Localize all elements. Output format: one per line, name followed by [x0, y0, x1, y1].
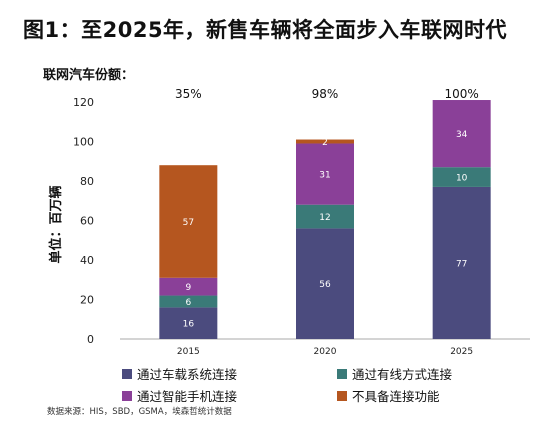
- bar-segment-tethered-2020: [296, 204, 354, 229]
- data-label-embedded-2015: 16: [183, 320, 195, 330]
- data-label-smartphone-2020: 31: [319, 171, 330, 181]
- legend-label-tethered: 通过有线方式连接: [352, 367, 453, 382]
- share-annotation: 100%: [445, 87, 479, 101]
- y-tick-label: 120: [73, 96, 94, 109]
- share-annotation: 35%: [175, 87, 202, 101]
- data-label-smartphone-2015: 9: [185, 283, 191, 293]
- legend-swatch-embedded: [122, 368, 132, 379]
- data-label-embedded-2020: 56: [319, 280, 331, 290]
- chart-title: 图1：至2025年，新售车辆将全面步入车联网时代: [23, 18, 508, 42]
- bar-segment-none-2020: [296, 139, 354, 144]
- bar-segment-tethered-2015: [159, 295, 218, 308]
- x-tick-label: 2015: [177, 347, 200, 357]
- legend-item-none: 不具备连接功能: [337, 386, 440, 405]
- data-label-smartphone-2025: 34: [456, 130, 468, 140]
- chart-subtitle: 联网汽车份额：: [43, 68, 135, 83]
- legend-label-embedded: 通过车载系统连接: [137, 367, 238, 382]
- bar-segment-smartphone-2025: [432, 100, 491, 168]
- legend-label-smartphone: 通过智能手机连接: [137, 389, 238, 404]
- legend-swatch-tethered: [337, 368, 347, 379]
- y-axis-label: 单位：百万辆: [48, 185, 64, 263]
- y-tick-label: 100: [73, 136, 94, 149]
- source-note: 数据来源：HIS，SBD，GSMA，埃森哲统计数据: [47, 407, 232, 417]
- data-label-tethered-2025: 10: [456, 174, 468, 184]
- y-tick-label: 80: [80, 175, 94, 188]
- y-tick-label: 40: [80, 254, 94, 267]
- legend-label-none: 不具备连接功能: [352, 389, 440, 404]
- share-annotation: 98%: [312, 87, 339, 101]
- legend-swatch-none: [337, 390, 347, 401]
- data-label-embedded-2025: 77: [456, 259, 467, 269]
- data-label-none-2015: 57: [183, 218, 194, 228]
- legend-item-tethered: 通过有线方式连接: [337, 364, 452, 383]
- x-tick-label: 2020: [314, 347, 337, 357]
- y-tick-label: 0: [87, 333, 94, 346]
- data-label-tethered-2015: 6: [185, 298, 191, 308]
- bar-segment-embedded-2020: [296, 228, 354, 339]
- bar-segment-smartphone-2015: [159, 277, 218, 296]
- x-tick-label: 2025: [450, 347, 473, 357]
- bar-segment-tethered-2025: [432, 167, 491, 187]
- bar-segment-embedded-2015: [159, 307, 218, 339]
- legend-swatch-smartphone: [122, 390, 132, 401]
- legend-item-embedded: 通过车载系统连接: [122, 364, 237, 383]
- data-label-none-2020: 2: [322, 138, 328, 148]
- data-label-tethered-2020: 12: [319, 213, 330, 223]
- bar-segment-none-2015: [159, 165, 218, 278]
- bar-segment-smartphone-2020: [296, 143, 354, 205]
- y-tick-label: 20: [80, 294, 94, 307]
- legend-item-smartphone: 通过智能手机连接: [122, 386, 237, 405]
- bar-segment-embedded-2025: [432, 186, 491, 339]
- y-tick-label: 60: [80, 215, 94, 228]
